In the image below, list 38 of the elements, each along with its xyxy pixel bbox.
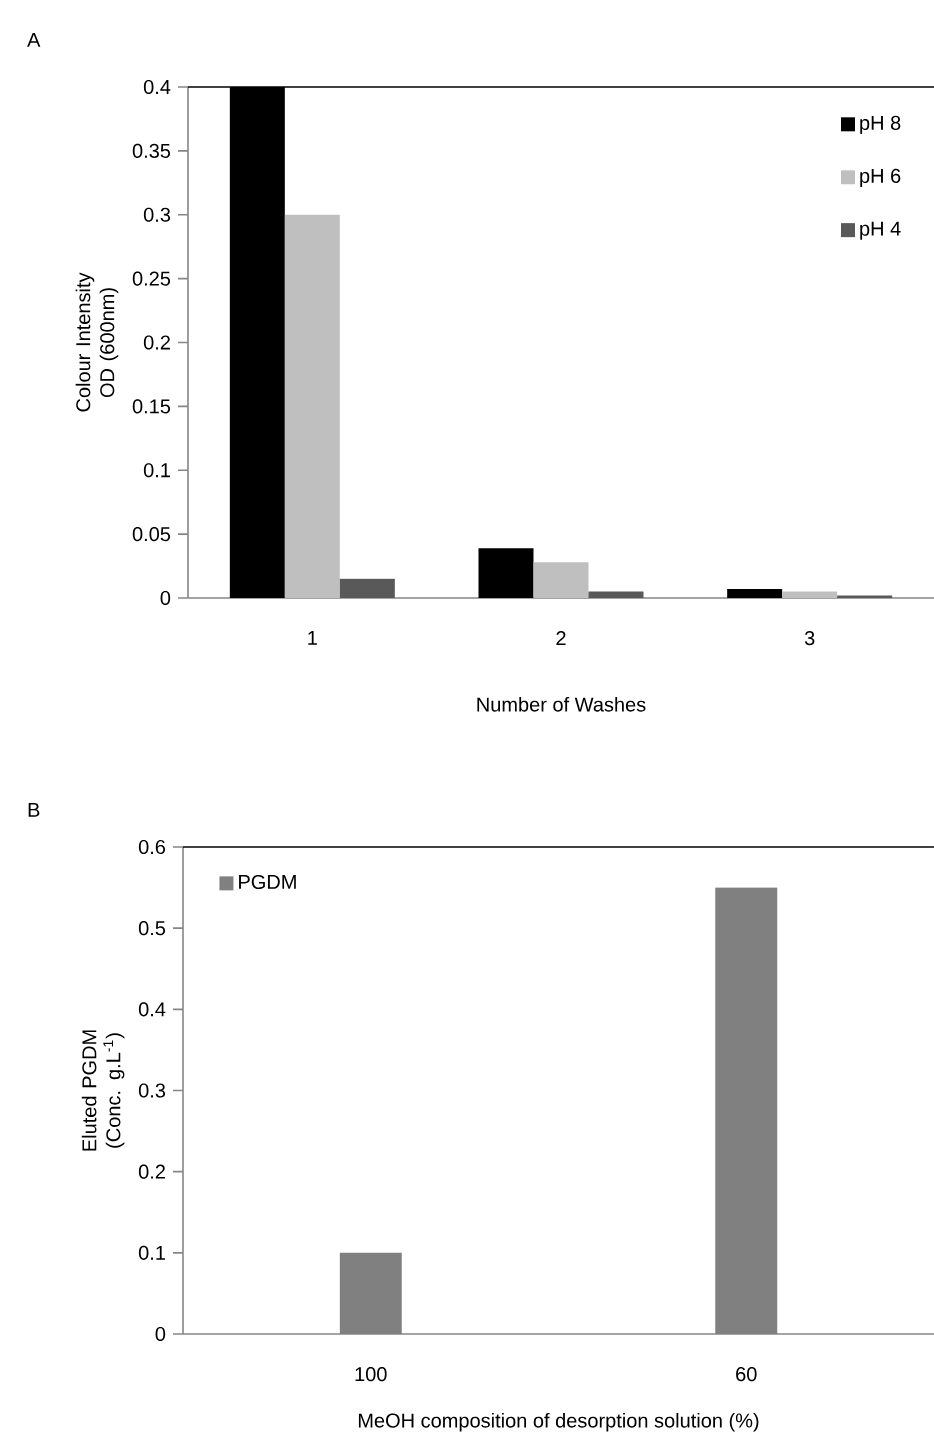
x-tick-label: 2 — [556, 631, 566, 646]
y-tick-label: 0.4 — [143, 79, 171, 95]
x-tick-label: 100 — [355, 1367, 387, 1382]
y-tick-label: 0.6 — [138, 839, 166, 855]
y-axis-title: Colour Intensity OD (600nm) — [75, 272, 119, 412]
legend-label: pH 6 — [860, 168, 901, 187]
x-tick-label: 60 — [736, 1367, 757, 1382]
legend-label: pH 8 — [860, 115, 901, 134]
y-tick-label: 0.4 — [138, 1002, 166, 1017]
y-tick-label: 0.35 — [132, 143, 171, 158]
y-tick-label: 0.2 — [138, 1164, 165, 1179]
y-tick-label: 0.3 — [143, 207, 171, 222]
text: A — [27, 33, 41, 47]
y-tick-label: 0.25 — [132, 271, 171, 286]
y-tick-label: 0.3 — [138, 1083, 166, 1098]
y-tick-label: 0.2 — [143, 335, 170, 350]
bar — [533, 562, 589, 598]
legend-label: pH 4 — [860, 221, 901, 240]
bar — [284, 214, 340, 598]
y-tick-label: 0.5 — [138, 921, 166, 936]
y-tick-label: 0.05 — [132, 527, 171, 542]
bar — [837, 595, 893, 598]
y-tick-label: 0 — [160, 590, 171, 606]
bar — [478, 548, 534, 598]
bar — [782, 591, 838, 598]
x-tick-label: 3 — [804, 631, 815, 646]
text: B — [28, 803, 40, 817]
x-axis-title: MeOH composition of desorption solution (%) — [358, 1412, 759, 1432]
bar — [339, 578, 395, 598]
bar — [727, 589, 783, 598]
x-tick-label: 1 — [308, 631, 317, 645]
y-tick-label: 0 — [155, 1326, 166, 1342]
y-tick-label: 0.15 — [132, 399, 171, 414]
y-tick-label: 0.1 — [138, 1245, 165, 1260]
x-axis-title: Number of Washes — [477, 696, 646, 712]
legend-label: PGDM — [239, 874, 296, 890]
y-tick-label: 0.1 — [143, 463, 170, 478]
bar — [588, 591, 644, 598]
